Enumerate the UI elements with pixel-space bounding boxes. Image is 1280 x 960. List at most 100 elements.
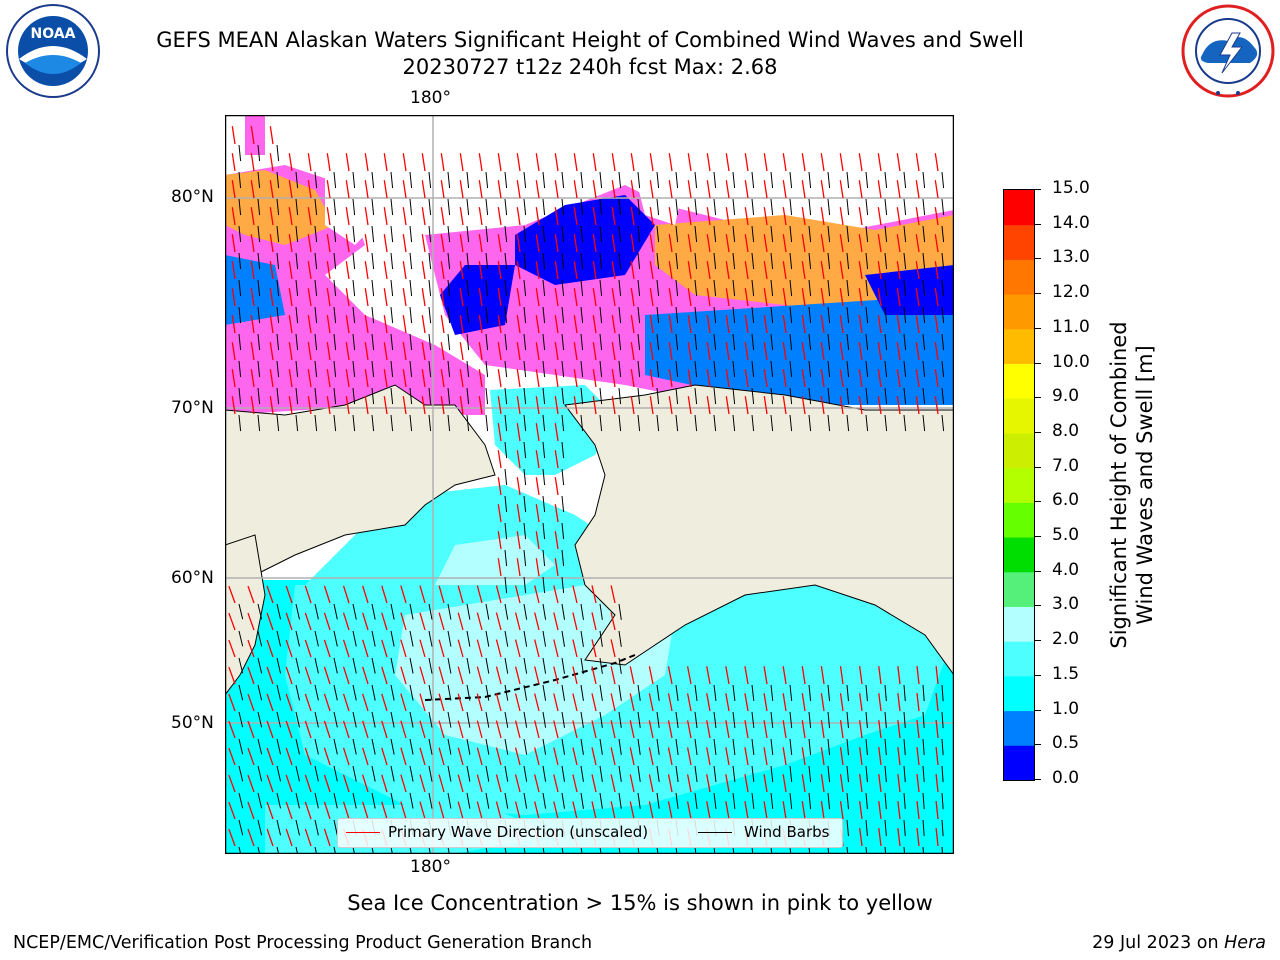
wave-arrow (630, 261, 635, 280)
wind-barb (409, 414, 413, 432)
wave-arrow (610, 639, 616, 658)
wave-arrow (231, 180, 236, 199)
wind-barb (257, 711, 263, 728)
wave-arrow (307, 288, 312, 307)
wave-arrow (668, 153, 673, 172)
wind-barb (257, 279, 261, 297)
wind-barb (884, 252, 888, 270)
wind-barb (903, 252, 907, 270)
wind-barb (675, 198, 679, 216)
wave-arrow (247, 828, 255, 847)
wind-barb (656, 306, 660, 324)
wave-arrow (345, 261, 350, 280)
wave-arrow (345, 180, 350, 199)
wind-barb (922, 711, 925, 729)
wind-barb (295, 225, 299, 243)
wave-arrow (497, 504, 502, 523)
wind-barb (523, 387, 527, 405)
wind-barb (808, 225, 812, 243)
wind-barb (846, 738, 849, 756)
wave-arrow (820, 315, 825, 334)
wind-barb (504, 198, 508, 216)
wind-barb (599, 360, 603, 378)
wave-arrow (667, 774, 673, 793)
wind-barb (542, 846, 545, 854)
wave-arrow (288, 396, 293, 415)
wind-barb (276, 738, 282, 755)
wind-barb (314, 603, 319, 620)
wind-barb (618, 387, 622, 405)
wind-barb (257, 630, 263, 647)
wind-barb (409, 225, 413, 243)
wind-barb (504, 765, 509, 782)
wind-barb (922, 414, 926, 432)
wave-arrow (247, 666, 255, 685)
map-canvas (224, 114, 955, 855)
wind-barb (713, 684, 717, 701)
colorbar-tick-mark (1034, 466, 1041, 468)
wind-barb (523, 360, 527, 378)
wave-arrow (877, 396, 882, 415)
wind-barb (675, 252, 679, 270)
wave-arrow (326, 315, 331, 334)
wave-arrow (744, 693, 749, 712)
wave-arrow (839, 180, 844, 199)
wind-barb (903, 171, 907, 189)
wave-arrow (516, 153, 521, 172)
wave-arrow (554, 180, 559, 199)
wind-barb (789, 333, 793, 351)
wave-arrow (667, 666, 673, 685)
wave-arrow (706, 261, 711, 280)
wind-barb (732, 252, 736, 270)
wave-arrow (421, 261, 426, 280)
land-siberia (225, 384, 496, 586)
wind-barb (656, 279, 660, 297)
wind-barb (561, 414, 565, 432)
wave-arrow (744, 342, 749, 361)
wave-arrow (326, 369, 331, 388)
wave-arrow (269, 153, 274, 172)
wave-arrow (763, 693, 768, 712)
wave-arrow (381, 666, 388, 685)
wind-barb (466, 630, 471, 647)
wind-barb (865, 171, 869, 189)
wind-barb (371, 630, 376, 647)
wind-barb (808, 846, 811, 854)
wind-barb (352, 333, 356, 351)
wave-arrow (266, 801, 274, 820)
wave-arrow (495, 774, 502, 793)
lat-label-70n: 70°N (171, 398, 214, 418)
wind-barb (333, 252, 337, 270)
wind-barb (352, 630, 357, 647)
wave-arrow (744, 666, 749, 685)
wave-arrow (763, 801, 768, 820)
wave-arrow (438, 666, 445, 685)
wave-arrow (782, 261, 787, 280)
wave-arrow (497, 396, 502, 415)
wave-arrow (820, 693, 825, 712)
wave-arrow (266, 720, 274, 739)
wind-barb (523, 846, 526, 854)
wind-barb (523, 198, 527, 216)
wave-arrow (878, 693, 882, 712)
wind-barb (694, 684, 698, 701)
wave-arrow (554, 558, 559, 577)
wind-barb (523, 522, 527, 540)
wave-arrow (725, 207, 730, 226)
wind-barb (523, 684, 528, 701)
wind-barb (694, 846, 697, 854)
wave-arrow (897, 693, 901, 712)
wave-arrow (878, 774, 882, 793)
wave-arrow (402, 153, 407, 172)
wave-arrow (725, 774, 730, 793)
wind-barb (713, 792, 717, 809)
wave-arrow (591, 612, 597, 631)
wave-arrow (247, 801, 255, 820)
wind-barb (428, 657, 433, 674)
wind-barb (466, 198, 470, 216)
wind-barb (314, 360, 318, 378)
wind-barb (846, 171, 850, 189)
wind-barb (675, 333, 679, 351)
colorbar-segment (1004, 606, 1034, 642)
wind-barb (542, 576, 546, 594)
